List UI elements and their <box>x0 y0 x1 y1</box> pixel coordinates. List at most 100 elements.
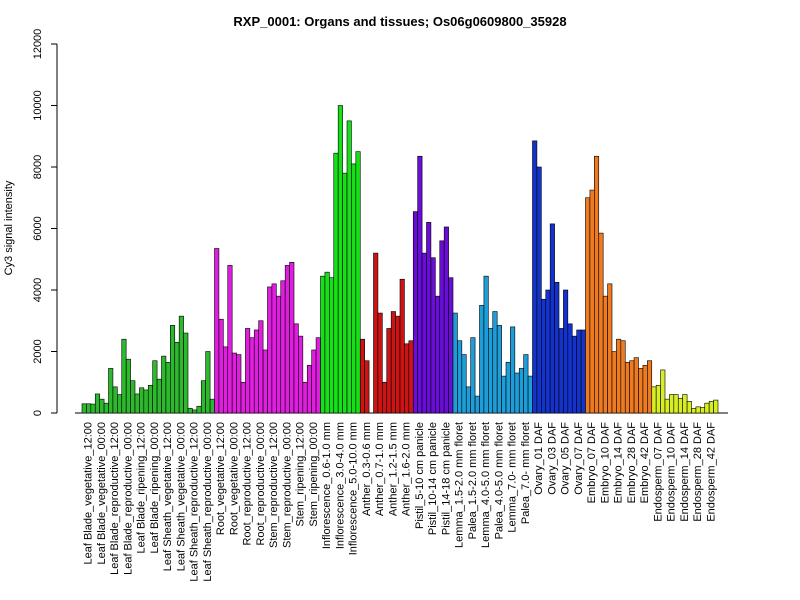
bar <box>479 305 485 414</box>
x-tick-label: Leaf Blade_reproductive_12:00 <box>109 422 121 575</box>
bar <box>629 360 635 414</box>
bar <box>518 368 524 414</box>
y-axis-label: Cy3 signal intensity <box>3 180 15 275</box>
bar <box>227 265 233 414</box>
x-tick-label: Leaf Blade_ripening_12:00 <box>136 422 148 554</box>
x-tick-label: Ovary_07 DAF <box>573 422 585 495</box>
bar <box>81 403 87 414</box>
bar <box>686 401 692 414</box>
bar <box>571 335 577 414</box>
x-tick-label: Lemma_4.0-5.0 mm floret <box>480 422 492 548</box>
bars <box>81 105 719 414</box>
bar <box>421 252 427 414</box>
bar <box>121 338 127 414</box>
x-tick-labels: Leaf Blade_vegetative_12:00 Leaf Blade_ve… <box>83 422 718 582</box>
bar <box>660 369 666 414</box>
x-tick-label: Stem_ripening_12:00 <box>295 422 307 527</box>
y-tick-label: 4000 <box>32 278 44 302</box>
bar <box>205 351 211 414</box>
bar <box>443 226 449 414</box>
bar <box>125 358 131 414</box>
bar <box>373 252 379 414</box>
bar <box>664 398 670 414</box>
x-tick-label: Embryo_07 DAF <box>586 422 598 504</box>
bar <box>240 381 246 414</box>
bar <box>386 328 392 414</box>
x-tick-label: Leaf Sheath_vegetative_12:00 <box>162 422 174 571</box>
bar <box>563 289 569 414</box>
bar <box>496 325 502 414</box>
x-tick-label: Endosperm_07 DAF <box>652 422 664 522</box>
y-tick-label: 0 <box>32 410 44 416</box>
bar <box>218 318 224 414</box>
bar <box>474 395 480 414</box>
bar <box>435 295 441 414</box>
bar <box>346 120 352 414</box>
bar <box>320 275 326 414</box>
bar <box>673 394 679 414</box>
bar <box>108 368 114 414</box>
bar <box>231 352 237 414</box>
bar <box>117 394 123 414</box>
x-tick-label: Endosperm_10 DAF <box>666 422 678 522</box>
bar <box>276 295 282 414</box>
bar <box>505 361 511 414</box>
bar <box>607 283 613 414</box>
bar <box>258 320 264 414</box>
bar <box>695 406 701 414</box>
bar <box>682 394 688 414</box>
x-tick-label: Root_vegetative_12:00 <box>215 422 227 535</box>
bar <box>364 360 370 414</box>
bar <box>483 275 489 414</box>
bar <box>147 385 153 414</box>
x-tick-label: Root_reproductive_00:00 <box>255 422 267 546</box>
y-tick-label: 2000 <box>32 339 44 363</box>
x-tick-label: Pistil_10-14 cm panicle <box>427 422 439 535</box>
bar <box>457 340 463 414</box>
bar <box>324 271 330 414</box>
bar <box>236 354 242 414</box>
bar <box>298 335 304 414</box>
bar <box>196 405 202 414</box>
bar <box>404 343 410 414</box>
x-tick-label: Leaf Sheath_reproductive_00:00 <box>202 422 214 582</box>
y-axis: 0 2000 4000 6000 8000 10000 12000 <box>32 29 58 416</box>
x-tick-label: Embryo_42 DAF <box>639 422 651 504</box>
bar <box>103 402 109 414</box>
bar <box>165 361 171 414</box>
x-tick-label: Ovary_03 DAF <box>546 422 558 495</box>
x-tick-label: Endosperm_42 DAF <box>705 422 717 522</box>
x-tick-label: Inflorescence_0.6-1.0 mm <box>321 422 333 549</box>
bar <box>223 346 229 414</box>
bar <box>430 257 436 414</box>
bar <box>580 329 586 414</box>
bar <box>532 140 538 414</box>
bar <box>94 393 100 414</box>
x-tick-label: Stem_ripening_00:00 <box>308 422 320 527</box>
bar <box>669 394 675 414</box>
bar <box>284 265 290 414</box>
bar <box>594 155 600 414</box>
bar <box>488 328 494 414</box>
bar <box>638 368 644 414</box>
bar <box>616 338 622 414</box>
bar <box>130 380 136 414</box>
bar <box>651 386 657 414</box>
x-tick-label: Leaf Blade_reproductive_00:00 <box>122 422 134 575</box>
bar <box>245 328 251 414</box>
bar <box>315 337 321 414</box>
x-tick-label: Pistil_14-18 cm panicle <box>440 422 452 535</box>
x-tick-label: Embryo_28 DAF <box>626 422 638 504</box>
x-tick-label: Leaf Sheath_vegetative_00:00 <box>175 422 187 571</box>
x-tick-label: Leaf Blade_ripening_00:00 <box>149 422 161 554</box>
x-tick-label: Lemma_7.0- mm floret <box>507 422 519 533</box>
bar <box>170 325 176 414</box>
bar <box>611 351 617 414</box>
bar <box>523 354 529 414</box>
bar <box>306 365 312 414</box>
x-tick-label: Anther_1.2-1.5 mm <box>387 422 399 516</box>
x-tick-label: Endosperm_14 DAF <box>679 422 691 522</box>
x-tick-label: Embryo_10 DAF <box>599 422 611 504</box>
bar <box>178 315 184 414</box>
bar <box>267 286 273 414</box>
